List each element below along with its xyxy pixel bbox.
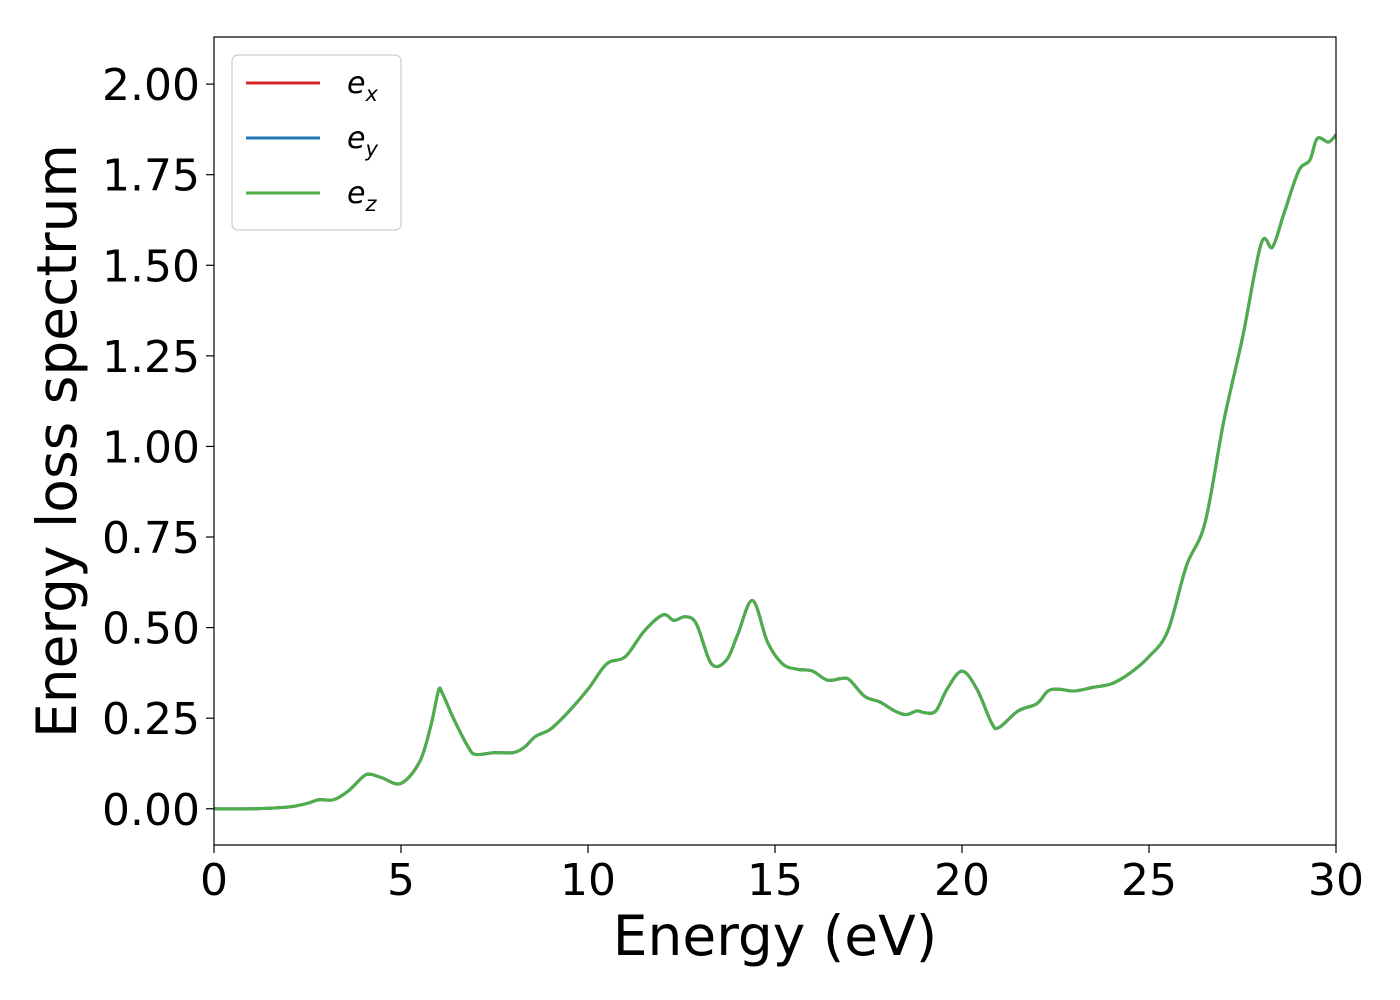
y-tick-label: 2.00 — [102, 60, 200, 111]
legend-label-e-x: ex — [347, 66, 378, 106]
y-tick-label: 0.50 — [102, 604, 200, 655]
x-tick-label: 10 — [560, 855, 616, 906]
x-tick-label: 30 — [1308, 855, 1364, 906]
x-tick-label: 20 — [934, 855, 990, 906]
x-axis-label: Energy (eV) — [613, 904, 937, 968]
x-tick-label: 15 — [747, 855, 803, 906]
x-tick-label: 5 — [387, 855, 415, 906]
y-tick-label: 0.00 — [102, 785, 200, 836]
y-tick-label: 1.75 — [102, 151, 200, 202]
series-line-e-x — [213, 133, 1338, 811]
y-tick-label: 1.25 — [102, 332, 200, 383]
x-tick-label: 0 — [200, 855, 228, 906]
legend: ex ey ez — [231, 54, 402, 231]
legend-label-e-y: ey — [347, 121, 378, 161]
series-line-e-z — [213, 133, 1338, 811]
y-tick-label: 1.50 — [102, 241, 200, 292]
y-tick-label: 0.75 — [102, 513, 200, 564]
series-line-e-y — [213, 133, 1338, 811]
legend-box — [231, 54, 402, 231]
x-axis: 0 5 10 15 20 25 30 — [200, 845, 1364, 906]
y-axis: 0.00 0.25 0.50 0.75 1.00 1.25 1.50 1.75 2.00 — [102, 60, 214, 836]
series-lines — [213, 133, 1338, 811]
legend-label-e-z: ez — [347, 176, 377, 216]
y-axis-label: Energy loss spectrum — [25, 144, 89, 738]
y-tick-label: 0.25 — [102, 694, 200, 745]
y-tick-label: 1.00 — [102, 422, 200, 473]
x-tick-label: 25 — [1121, 855, 1177, 906]
